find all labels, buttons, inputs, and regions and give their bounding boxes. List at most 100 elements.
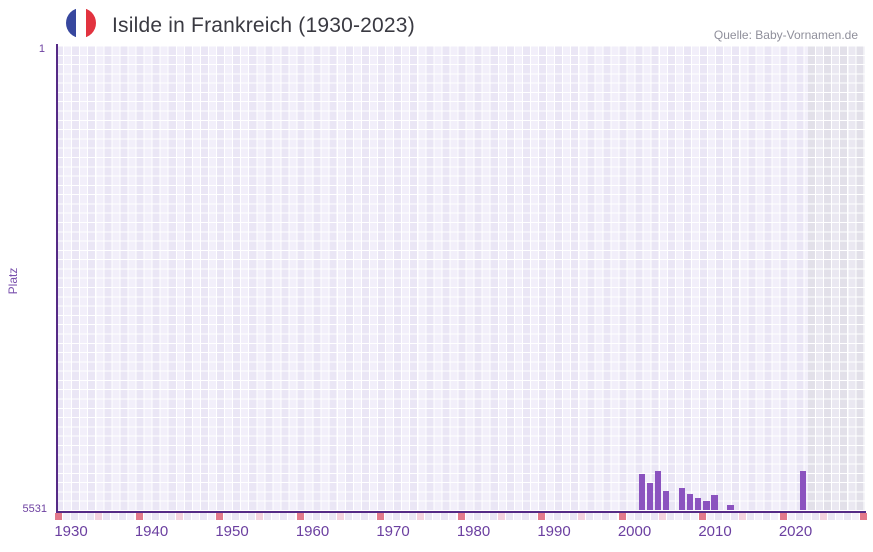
year-tick: [827, 512, 835, 520]
year-tick: [795, 512, 803, 520]
year-tick: [562, 512, 570, 520]
year-tick: [151, 512, 159, 520]
half-decade-tick: [578, 512, 586, 520]
year-tick: [529, 512, 537, 520]
year-tick: [634, 512, 642, 520]
year-tick: [183, 512, 191, 520]
half-decade-tick: [175, 512, 183, 520]
x-axis-label-2000: 2000: [617, 523, 652, 540]
x-axis-label-1930: 1930: [54, 523, 88, 540]
year-tick: [586, 512, 594, 520]
chart-title: Isilde in Frankreich (1930-2023): [112, 14, 415, 37]
year-tick: [666, 512, 674, 520]
no-data-band: [808, 46, 866, 511]
year-tick: [811, 512, 819, 520]
year-tick: [272, 512, 280, 520]
year-tick: [87, 512, 95, 520]
year-tick: [248, 512, 256, 520]
year-tick: [328, 512, 336, 520]
rank-bar-2003[interactable]: [646, 482, 654, 511]
year-tick: [650, 512, 658, 520]
year-tick: [546, 512, 554, 520]
year-tick: [425, 512, 433, 520]
year-tick: [843, 512, 851, 520]
rank-bar-2002[interactable]: [638, 474, 646, 511]
rank-bar-2011[interactable]: [711, 495, 718, 511]
x-axis-label-2010: 2010: [698, 523, 732, 540]
year-tick: [803, 512, 811, 520]
decade-tick: [860, 512, 868, 520]
year-tick: [763, 512, 771, 520]
year-tick: [465, 512, 473, 520]
plot-area: [57, 46, 866, 511]
decade-tick: [618, 512, 626, 520]
flag-stripe-white: [76, 8, 86, 38]
year-tick: [288, 512, 296, 520]
year-tick: [505, 512, 513, 520]
year-tick: [360, 512, 368, 520]
year-tick: [167, 512, 175, 520]
france-flag-icon: [66, 8, 96, 38]
half-decade-tick: [417, 512, 425, 520]
year-tick: [127, 512, 135, 520]
rank-bar-2005[interactable]: [662, 490, 670, 511]
year-tick: [626, 512, 634, 520]
year-tick: [771, 512, 779, 520]
year-tick: [385, 512, 393, 520]
year-tick: [481, 512, 489, 520]
year-tick: [401, 512, 409, 520]
x-axis-label-1940: 1940: [134, 523, 169, 540]
year-tick: [755, 512, 763, 520]
year-tick: [111, 512, 119, 520]
year-tick: [723, 512, 731, 520]
year-tick: [787, 512, 795, 520]
y-axis-label: Platz: [6, 267, 20, 295]
year-tick: [280, 512, 288, 520]
decade-tick: [135, 512, 143, 520]
half-decade-tick: [819, 512, 827, 520]
year-tick: [602, 512, 610, 520]
year-tick: [835, 512, 843, 520]
rank-bar-2007[interactable]: [678, 488, 686, 511]
decade-tick: [457, 512, 465, 520]
year-tick: [674, 512, 682, 520]
rank-bar-2010[interactable]: [703, 500, 710, 511]
rank-bar-2008[interactable]: [686, 494, 694, 511]
year-tick: [393, 512, 401, 520]
x-axis-label-1980: 1980: [456, 523, 491, 540]
half-decade-tick: [256, 512, 264, 520]
y-axis-line: [56, 44, 58, 512]
year-tick: [731, 512, 739, 520]
year-tick: [63, 512, 71, 520]
year-tick: [690, 512, 698, 520]
year-tick: [240, 512, 248, 520]
rank-bar-2004[interactable]: [654, 470, 662, 511]
year-tick: [489, 512, 497, 520]
rank-bar-2009[interactable]: [694, 498, 702, 511]
year-tick: [304, 512, 312, 520]
rank-bar-2013[interactable]: [727, 505, 734, 511]
year-tick: [409, 512, 417, 520]
year-tick: [79, 512, 87, 520]
flag-stripe-blue: [66, 8, 76, 38]
year-tick: [119, 512, 127, 520]
y-axis-tick-top: 1: [38, 43, 45, 55]
year-tick: [513, 512, 521, 520]
year-tick: [199, 512, 207, 520]
year-tick: [344, 512, 352, 520]
half-decade-tick: [95, 512, 103, 520]
half-decade-tick: [336, 512, 344, 520]
source-attribution: Quelle: Baby-Vornamen.de: [713, 28, 858, 42]
x-axis-label-1960: 1960: [295, 523, 330, 540]
year-tick: [352, 512, 360, 520]
year-tick: [594, 512, 602, 520]
year-tick: [441, 512, 449, 520]
x-axis-label-1950: 1950: [215, 523, 249, 540]
year-tick: [71, 512, 79, 520]
rank-bar-2022[interactable]: [799, 470, 807, 511]
year-tick: [521, 512, 529, 520]
half-decade-tick: [497, 512, 505, 520]
decade-tick: [377, 512, 385, 520]
year-tick: [159, 512, 167, 520]
year-tick: [264, 512, 272, 520]
